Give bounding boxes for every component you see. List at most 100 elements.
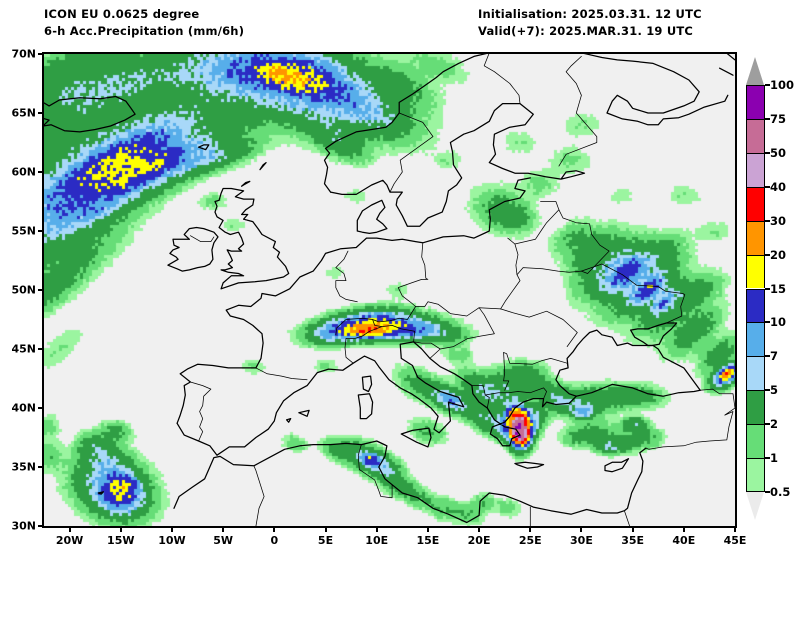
coastline-path [176, 177, 531, 424]
coastline-path [44, 95, 136, 133]
colorbar-tick-label: 20 [770, 247, 787, 262]
colorbar-segment [746, 152, 765, 187]
coastline-path [335, 250, 358, 303]
coastline-path [214, 187, 290, 290]
coastline-path [484, 387, 547, 399]
y-axis-label: 40N [11, 401, 36, 415]
coastline-path [483, 54, 521, 104]
coastline-path [173, 440, 647, 524]
coastline-path [389, 112, 434, 193]
colorbar-tick-label: 15 [770, 281, 787, 296]
colorbar-tick-label: 100 [770, 78, 795, 92]
coastline-path [335, 317, 383, 336]
coastline-path [176, 341, 701, 456]
colorbar-tick [765, 185, 770, 188]
x-axis-tick [426, 526, 429, 532]
coastline-path [718, 67, 734, 76]
x-axis-tick [375, 526, 378, 532]
y-axis-tick [38, 466, 44, 468]
colorbar-segment [746, 118, 765, 153]
coastline-path [190, 381, 212, 442]
coastline-path [344, 325, 415, 364]
x-axis-tick [119, 526, 122, 532]
x-axis-label: 5E [317, 534, 334, 547]
x-axis-label: 25E [518, 534, 542, 547]
coastline-path [624, 510, 630, 526]
coastline-path [514, 201, 560, 245]
y-axis-tick [38, 230, 44, 232]
coastline-path [516, 209, 610, 276]
colorbar-segment [746, 186, 765, 221]
x-axis-tick [170, 526, 173, 532]
coastline-path [190, 235, 215, 242]
y-axis-label: 65N [11, 106, 36, 120]
colorbar-segment [746, 85, 765, 119]
colorbar-tick-label: 40 [770, 179, 787, 194]
colorbar-tick [765, 117, 770, 120]
x-axis-label: 15E [416, 534, 440, 547]
y-axis-label: 60N [11, 165, 36, 179]
coastline-path [298, 409, 310, 417]
colorbar-tick-label: 1 [770, 451, 779, 466]
colorbar-segment [746, 322, 765, 357]
colorbar-tick [765, 321, 770, 324]
colorbar-segment [746, 356, 765, 391]
colorbar-tick [765, 355, 770, 358]
coastline-path [329, 102, 586, 227]
coastline-path [372, 301, 501, 323]
colorbar-tick [765, 389, 770, 392]
colorbar-tick-label: 75 [770, 111, 787, 126]
coastline-path [558, 56, 598, 167]
coastline-path [253, 465, 265, 526]
y-axis-label: 55N [11, 224, 36, 238]
coastline-path [413, 341, 441, 350]
colorbar-segment [746, 458, 765, 492]
header-field-line: 6-h Acc.Precipitation (mm/6h) [44, 24, 245, 38]
coastline-path [500, 237, 521, 310]
colorbar-tick-label: 2 [770, 417, 779, 432]
x-axis-tick [222, 526, 225, 532]
header-model-line: ICON EU 0.0625 degree [44, 7, 200, 21]
colorbar-tick-label: 10 [770, 315, 787, 330]
x-axis-label: 30E [570, 534, 593, 547]
coastline-path [726, 54, 735, 61]
map-plot-area [42, 52, 737, 528]
coastline-path [323, 54, 729, 193]
x-axis-label: 45E [723, 534, 747, 547]
colorbar-tick [765, 491, 770, 493]
coastline-path [197, 144, 210, 151]
x-axis-label: 10W [158, 534, 186, 547]
y-axis-tick [38, 289, 44, 291]
y-axis-tick [38, 112, 44, 114]
coastline-path [259, 161, 267, 171]
colorbar-tick-label: 50 [770, 145, 787, 160]
coastline-path [645, 388, 735, 450]
colorbar-tick [765, 253, 770, 256]
colorbar-over-arrow [746, 57, 764, 85]
coastline-path [285, 417, 292, 423]
x-axis-tick [580, 526, 583, 532]
coastline-path [429, 307, 495, 359]
coastline-path [167, 226, 219, 272]
y-axis-label: 30N [11, 519, 36, 533]
x-axis-tick [68, 526, 71, 532]
x-axis-label: 0 [270, 534, 279, 547]
coastline-path [361, 375, 373, 393]
colorbar-tick [765, 151, 770, 154]
colorbar-segment [746, 390, 765, 425]
coastline-overlay [44, 54, 735, 526]
y-axis-tick [38, 407, 44, 409]
coastline-path [255, 367, 308, 381]
colorbar-tick-label: 0.5 [770, 485, 791, 499]
x-axis-tick [734, 526, 736, 532]
coastline-path [629, 322, 678, 347]
y-axis-label: 35N [11, 460, 36, 474]
coastline-path [503, 352, 569, 369]
colorbar-tick [765, 457, 770, 460]
y-axis-label: 45N [11, 342, 36, 356]
colorbar-under-arrow [746, 492, 764, 520]
colorbar-tick-label: 5 [770, 383, 779, 398]
coastline-path [357, 444, 393, 499]
y-axis-label: 50N [11, 283, 36, 297]
colorbar [746, 57, 765, 520]
